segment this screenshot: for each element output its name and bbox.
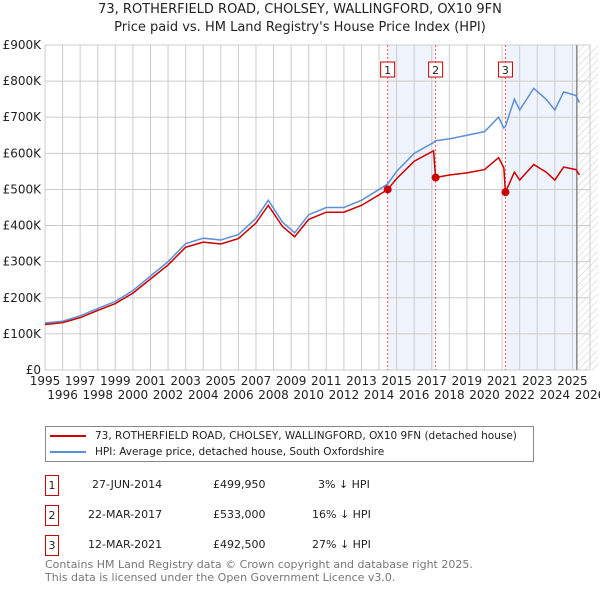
- legend-swatch-hpi: [50, 451, 86, 453]
- forecast-hatch: [576, 45, 598, 370]
- price-paid-line: [44, 149, 581, 326]
- footer-licence: This data is licensed under the Open Gov…: [45, 571, 396, 584]
- x-tick-label: 2001: [135, 374, 166, 388]
- x-tick-label: 2016: [399, 388, 430, 402]
- x-tick-label: 2003: [170, 374, 201, 388]
- legend-swatch-property: [50, 435, 86, 437]
- x-tick-label: 2023: [522, 374, 553, 388]
- sale-marker: 3: [45, 535, 59, 556]
- hpi-line: [44, 87, 581, 324]
- sale-label-box: [428, 61, 444, 78]
- x-tick-label: 2009: [276, 374, 307, 388]
- sale-point: [431, 173, 440, 182]
- shaded-period: [505, 45, 577, 370]
- x-tick-label: 2024: [540, 388, 571, 402]
- shaded-period: [387, 45, 436, 370]
- y-tick-label: £0: [26, 363, 41, 377]
- x-tick-label: 2006: [223, 388, 254, 402]
- legend-label-hpi: HPI: Average price, detached house, Sout…: [95, 446, 385, 458]
- sale-marker: 1: [45, 475, 59, 496]
- sale-hpi: 27% ↓ HPI: [312, 538, 371, 551]
- x-tick-label: 2005: [206, 374, 237, 388]
- x-tick-label: 2007: [241, 374, 272, 388]
- sale-label: 1: [384, 64, 391, 77]
- x-tick-label: 2008: [258, 388, 289, 402]
- chart-subtitle: Price paid vs. HM Land Registry's House …: [114, 20, 486, 35]
- x-tick-label: 2015: [381, 374, 412, 388]
- x-tick-label: 2017: [417, 374, 448, 388]
- sale-date: 27-JUN-2014: [92, 478, 163, 491]
- x-tick-label: 2013: [346, 374, 377, 388]
- x-tick-label: 2021: [487, 374, 518, 388]
- x-tick-label: 1999: [100, 374, 131, 388]
- sale-price: £499,950: [213, 478, 266, 491]
- footer-copyright: Contains HM Land Registry data © Crown c…: [45, 558, 473, 571]
- y-tick-label: £600K: [3, 146, 43, 160]
- x-tick-label: 2012: [329, 388, 360, 402]
- x-tick-label: 2022: [504, 388, 535, 402]
- sale-label-box: [380, 61, 396, 78]
- y-tick-label: £800K: [3, 74, 43, 88]
- x-tick-label: 2000: [118, 388, 149, 402]
- sale-point: [501, 188, 510, 197]
- sale-point: [383, 185, 392, 194]
- sale-label-box: [497, 61, 513, 78]
- sale-label: 3: [502, 64, 509, 77]
- legend-label-property: 73, ROTHERFIELD ROAD, CHOLSEY, WALLINGFO…: [95, 430, 517, 442]
- x-tick-label: 2014: [364, 388, 395, 402]
- x-tick-label: 2004: [188, 388, 219, 402]
- footer: Contains HM Land Registry data © Crown c…: [45, 558, 473, 584]
- y-tick-label: £100K: [3, 327, 43, 341]
- sale-row: 1 27-JUN-2014 £499,950 3% ↓ HPI: [45, 475, 545, 496]
- sale-row: 2 22-MAR-2017 £533,000 16% ↓ HPI: [45, 505, 545, 526]
- y-tick-label: £900K: [3, 38, 43, 52]
- y-tick-label: £200K: [3, 291, 43, 305]
- chart-title: 73, ROTHERFIELD ROAD, CHOLSEY, WALLINGFO…: [98, 2, 502, 17]
- x-tick-label: 1996: [47, 388, 78, 402]
- sale-price: £492,500: [213, 538, 266, 551]
- legend: 73, ROTHERFIELD ROAD, CHOLSEY, WALLINGFO…: [45, 426, 534, 462]
- x-tick-label: 1997: [65, 374, 96, 388]
- sale-price: £533,000: [213, 508, 266, 521]
- y-tick-label: £700K: [3, 110, 43, 124]
- x-tick-label: 1995: [30, 374, 61, 388]
- sale-hpi: 3% ↓ HPI: [318, 478, 370, 491]
- x-tick-label: 2010: [293, 388, 324, 402]
- x-tick-label: 2002: [153, 388, 184, 402]
- sale-marker: 2: [45, 505, 59, 526]
- sale-hpi: 16% ↓ HPI: [312, 508, 371, 521]
- x-tick-label: 2018: [434, 388, 465, 402]
- x-tick-label: 2011: [311, 374, 342, 388]
- y-tick-label: £400K: [3, 219, 43, 233]
- plot-area: 1995199619971998199920002001200220032004…: [3, 38, 600, 402]
- y-tick-label: £500K: [3, 182, 43, 196]
- x-tick-label: 1998: [82, 388, 113, 402]
- sale-row: 3 12-MAR-2021 £492,500 27% ↓ HPI: [45, 535, 545, 556]
- sale-label: 2: [432, 64, 439, 77]
- y-tick-label: £300K: [3, 255, 43, 269]
- x-tick-label: 2020: [469, 388, 500, 402]
- sale-date: 22-MAR-2017: [88, 508, 163, 521]
- sale-date: 12-MAR-2021: [88, 538, 163, 551]
- x-tick-label: 2019: [452, 374, 483, 388]
- x-tick-label: 2025: [557, 374, 588, 388]
- x-tick-label: 2026: [575, 388, 600, 402]
